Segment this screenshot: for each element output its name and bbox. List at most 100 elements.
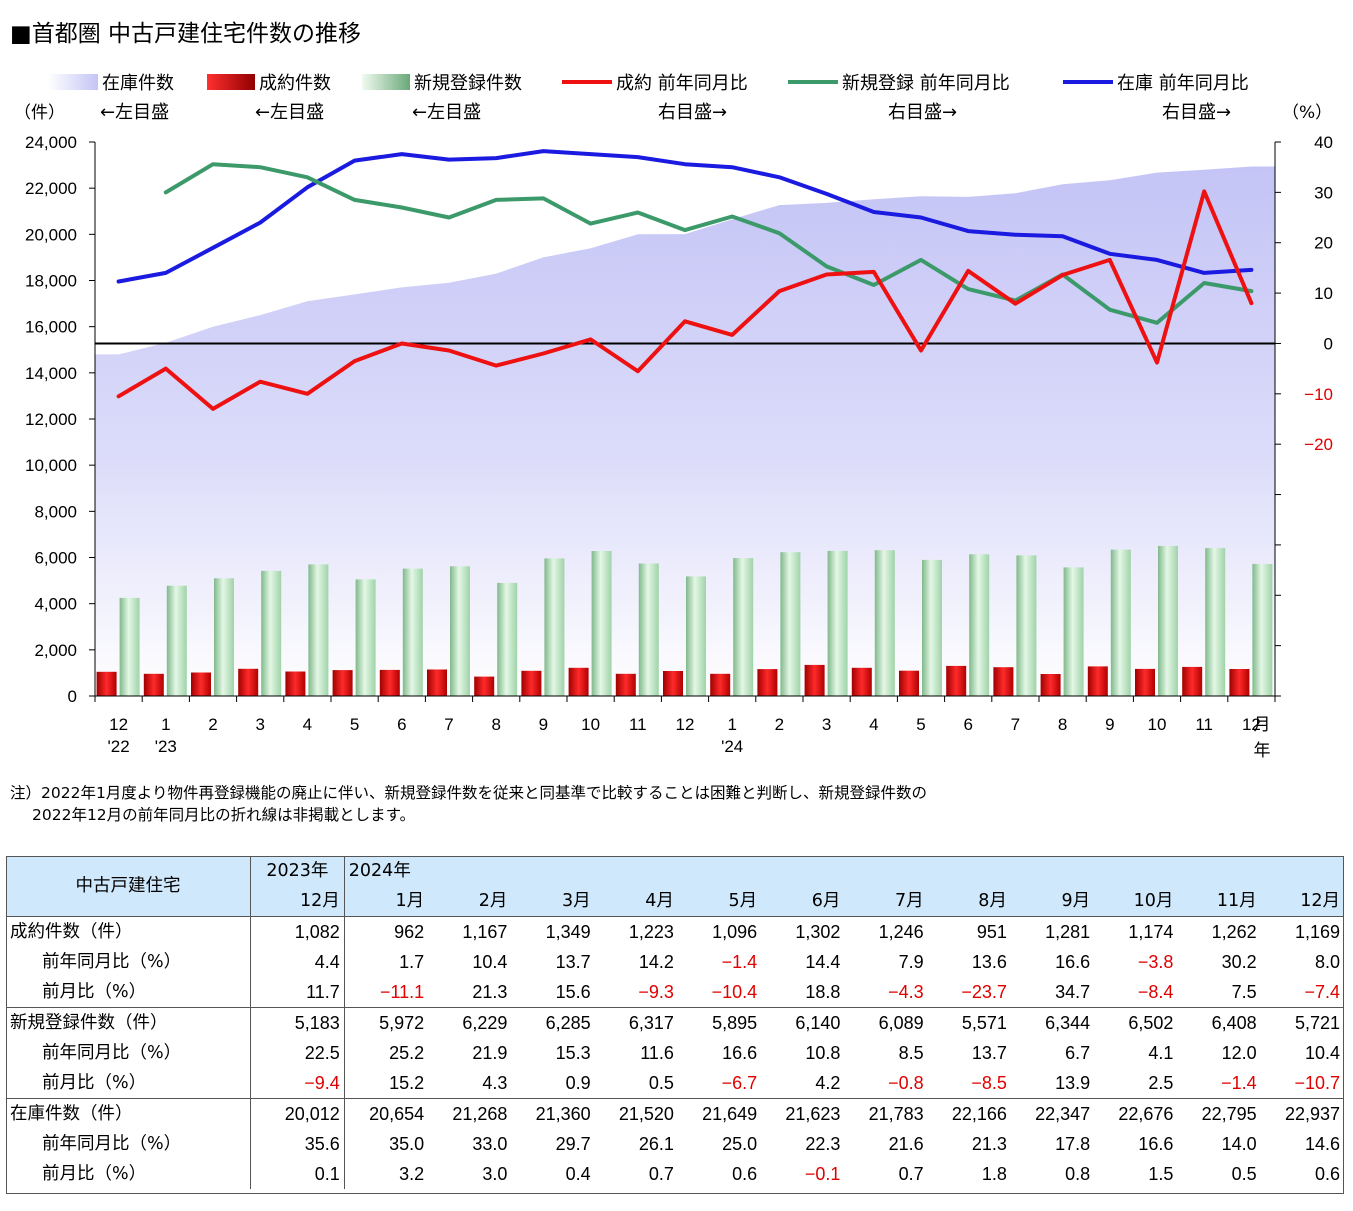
x-tick-label: 3 [255,715,264,734]
month-header: 6月 [761,886,844,917]
table-cell: 1,302 [761,917,844,948]
table-row: 前月比（%） 11.7 −11.1 21.3 15.6 −9.3 −10.4 18.8 −4.3… [6,977,1344,1008]
new-listing-bar [261,571,281,696]
x-tick-label: 12 [109,715,128,734]
month-header: 2月 [428,886,511,917]
table-cell: 10.4 [1261,1038,1344,1068]
new-listing-bar [639,564,659,697]
x-tick-label: 11 [629,715,647,734]
table-cell: 14.6 [1261,1129,1344,1159]
table-row: 前月比（%） 0.1 3.2 3.0 0.4 0.7 0.6 −0.1 0.7 1.8 0.8 1.5… [6,1159,1344,1189]
legend-label: 新規登録 前年同月比 [842,73,1010,94]
footnote-line-2: 2022年12月の前年同月比の折れ線は非掲載とします。 [10,804,927,826]
table-cell: 5,895 [678,1008,761,1039]
table-cell: 33.0 [428,1129,511,1159]
month-header: 9月 [1011,886,1094,917]
table-cell: 5,972 [344,1008,428,1039]
table-cell: 6,344 [1011,1008,1094,1039]
table-cell: 15.3 [511,1038,594,1068]
table-cell: 21,649 [678,1099,761,1130]
table-header-years: 中古戸建住宅 2023年 2024年 [6,856,1344,886]
legend-axis-hint: ←左目盛 [100,102,169,123]
table-cell: −8.5 [928,1068,1011,1099]
table-cell: 5,183 [251,1008,345,1039]
x-tick-label: 8 [1058,715,1067,734]
left-tick-label: 4,000 [34,595,77,614]
table-cell: 14.4 [761,947,844,977]
x-tick-label: 4 [869,715,878,734]
table-cell: 2.5 [1094,1068,1177,1099]
table-cell: 1,262 [1177,917,1260,948]
left-tick-label: 24,000 [25,133,77,152]
table-row: 前月比（%） −9.4 15.2 4.3 0.9 0.5 −6.7 4.2 −0.8 −8.5 13… [6,1068,1344,1099]
year-label-2024: 2024年 [344,856,1344,886]
table-cell: 0.8 [1011,1159,1094,1189]
x-tick-label: 10 [581,715,600,734]
table-cell: 1,174 [1094,917,1177,948]
legend-label: 新規登録件数 [414,73,522,94]
table-cell: 0.6 [1261,1159,1344,1189]
contract-bar [97,672,117,696]
contract-bar [380,670,400,696]
x-tick-label: 4 [303,715,312,734]
table-row: 成約件数（件） 1,082 962 1,167 1,349 1,223 1,096 1,302… [6,917,1344,948]
x-tick-label: 7 [1011,715,1020,734]
table-row: 前年同月比（%） 35.6 35.0 33.0 29.7 26.1 25.0 22.3 21.6… [6,1129,1344,1159]
table-cell: 4.1 [1094,1038,1177,1068]
new-listing-bar [214,578,234,696]
table-cell: 11.7 [251,977,345,1008]
table-cell: 6,140 [761,1008,844,1039]
contract-bar [333,670,353,696]
contract-bar [616,674,636,696]
table-cell: 6,408 [1177,1008,1260,1039]
legend-label: 成約 前年同月比 [616,73,748,94]
table-cell: 0.6 [678,1159,761,1189]
right-tick-label: −20 [1304,435,1333,454]
new-listing-bar [875,550,895,696]
x-tick-label: 5 [916,715,925,734]
contract-bar [663,671,683,696]
table-cell: −0.8 [844,1068,927,1099]
contract-bar [899,671,919,696]
x-year-label: '23 [155,737,177,756]
x-tick-label: 5 [350,715,359,734]
table-cell: 21,268 [428,1099,511,1130]
table-cell: 1,246 [844,917,927,948]
table-cell: 35.6 [251,1129,345,1159]
table-cell: −1.4 [1177,1068,1260,1099]
legend-axis-hint: ←左目盛 [412,102,481,123]
x-tick-label: 8 [491,715,500,734]
month-header: 4月 [595,886,678,917]
new-listing-bar [1252,564,1272,696]
table-cell: 1,169 [1261,917,1344,948]
row-label: 前月比（%） [6,1159,251,1189]
new-listing-bar [450,566,470,696]
table-cell: −7.4 [1261,977,1344,1008]
table-cell: 16.6 [1094,1129,1177,1159]
table-cell: 3.0 [428,1159,511,1189]
footnote-line-1: 注）2022年1月度より物件再登録機能の廃止に伴い、新規登録件数を従来と同基準で… [10,782,927,804]
table-cell: 13.9 [1011,1068,1094,1099]
legend-label: 在庫 前年同月比 [1117,73,1249,94]
x-tick-label: 9 [539,715,548,734]
contract-bar [1182,667,1202,696]
table-cell: 4.2 [761,1068,844,1099]
table-cell: 11.6 [595,1038,678,1068]
month-header: 5月 [678,886,761,917]
table-cell: 1.7 [344,947,428,977]
table-cell: 5,721 [1261,1008,1344,1039]
x-tick-label: 10 [1148,715,1167,734]
right-tick-label: 10 [1314,284,1333,303]
table-cell: 6.7 [1011,1038,1094,1068]
month-header: 12月 [1261,886,1344,917]
table-cell: 35.0 [344,1129,428,1159]
new-listing-bar [1205,548,1225,696]
table-row: 前年同月比（%） 22.5 25.2 21.9 15.3 11.6 16.6 10.8 8.5 1… [6,1038,1344,1068]
table-cell: 4.3 [428,1068,511,1099]
new-listing-bar [544,558,564,696]
row-label: 前年同月比（%） [6,1038,251,1068]
table-cell: 0.5 [1177,1159,1260,1189]
x-tick-label: 1 [161,715,170,734]
month-header: 12月 [251,886,345,917]
new-listing-bar [592,551,612,696]
